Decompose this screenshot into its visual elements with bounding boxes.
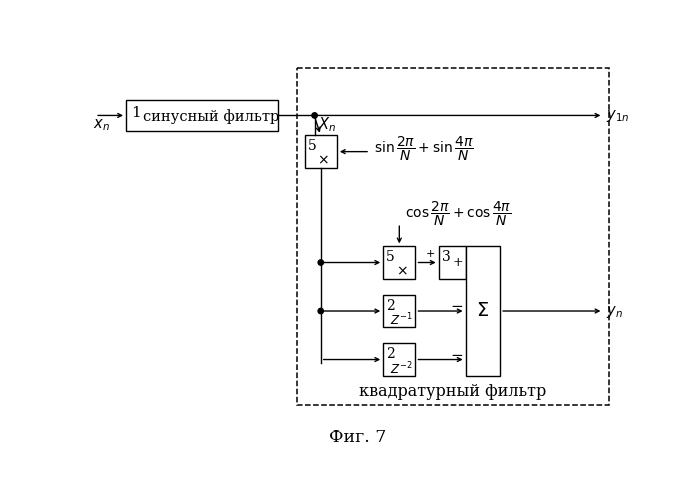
Text: 3: 3	[442, 250, 450, 264]
Text: 5: 5	[308, 140, 316, 153]
Text: $Z^{-2}$: $Z^{-2}$	[390, 360, 413, 377]
Text: +: +	[452, 256, 463, 270]
Text: $\sin\dfrac{2\pi}{N}+\sin\dfrac{4\pi}{N}$: $\sin\dfrac{2\pi}{N}+\sin\dfrac{4\pi}{N}…	[374, 134, 473, 162]
Text: $Z^{-1}$: $Z^{-1}$	[390, 312, 413, 328]
Text: 5: 5	[386, 250, 395, 264]
Circle shape	[318, 260, 323, 265]
Text: $y_{1n}$: $y_{1n}$	[606, 108, 629, 124]
Circle shape	[318, 308, 323, 314]
Text: 2: 2	[386, 347, 395, 361]
Text: $x_n$: $x_n$	[93, 117, 110, 132]
Text: $X_n$: $X_n$	[318, 116, 337, 134]
Text: +: +	[426, 250, 436, 260]
FancyBboxPatch shape	[466, 246, 500, 376]
Text: 1: 1	[131, 106, 141, 120]
FancyBboxPatch shape	[383, 246, 415, 278]
Text: $\Sigma$: $\Sigma$	[476, 302, 489, 320]
FancyBboxPatch shape	[297, 68, 609, 405]
FancyBboxPatch shape	[304, 136, 337, 168]
Text: Фиг. 7: Фиг. 7	[329, 429, 387, 446]
Text: −: −	[450, 348, 463, 362]
Text: $\times$: $\times$	[396, 265, 408, 279]
Text: $\times$: $\times$	[317, 154, 329, 168]
Text: $y_n$: $y_n$	[606, 304, 623, 320]
Circle shape	[312, 112, 318, 118]
Text: квадратурный фильтр: квадратурный фильтр	[359, 382, 547, 400]
FancyBboxPatch shape	[438, 246, 466, 278]
Text: синусный фильтр: синусный фильтр	[143, 109, 279, 124]
FancyBboxPatch shape	[383, 295, 415, 327]
Text: $\cos\dfrac{2\pi}{N}+\cos\dfrac{4\pi}{N}$: $\cos\dfrac{2\pi}{N}+\cos\dfrac{4\pi}{N}…	[406, 200, 512, 228]
Text: 2: 2	[386, 298, 395, 312]
FancyBboxPatch shape	[383, 344, 415, 376]
Text: −: −	[450, 300, 463, 314]
FancyBboxPatch shape	[126, 100, 278, 131]
